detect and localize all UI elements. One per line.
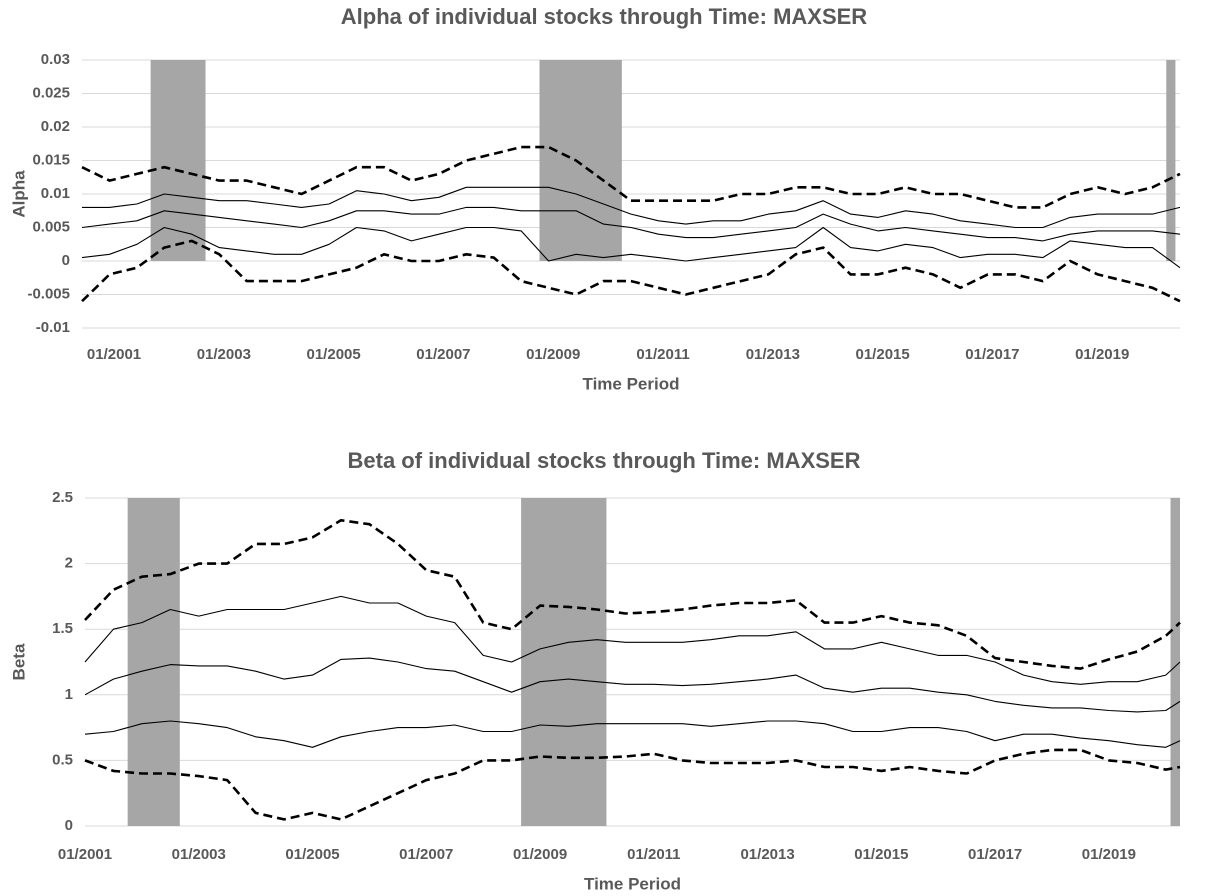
y-tick-label: 2.5: [52, 489, 73, 506]
shaded-period: [539, 60, 622, 261]
shaded-period: [1166, 60, 1176, 261]
solid-line: [84, 595, 1181, 685]
x-tick-label: 01/2009: [526, 346, 580, 363]
chart-title: Alpha of individual stocks through Time:…: [341, 4, 868, 29]
dashed-line: [84, 519, 1181, 670]
x-tick-label: 01/2011: [627, 846, 680, 863]
x-tick-label: 01/2001: [87, 346, 141, 363]
y-axis-label: Beta: [9, 643, 28, 680]
y-tick-label: 0.01: [41, 185, 70, 202]
y-tick-label: 0.03: [41, 51, 70, 68]
x-tick-label: 01/2019: [1082, 846, 1136, 863]
y-tick-label: 0.005: [32, 218, 70, 235]
x-axis-label: Time Period: [584, 874, 681, 893]
y-tick-label: 0.025: [32, 84, 70, 101]
y-tick-label: 0.02: [41, 118, 70, 135]
solid-line: [84, 657, 1181, 713]
y-tick-label: 0: [65, 817, 73, 834]
x-tick-label: 01/2019: [1075, 346, 1129, 363]
x-tick-label: 01/2015: [854, 846, 908, 863]
y-tick-label: -0.01: [36, 319, 70, 336]
chart-title: Beta of individual stocks through Time: …: [348, 448, 861, 473]
x-tick-label: 01/2005: [307, 346, 361, 363]
x-tick-label: 01/2007: [416, 346, 470, 363]
x-tick-label: 01/2001: [58, 846, 112, 863]
y-tick-label: 0.015: [32, 151, 70, 168]
x-tick-label: 01/2009: [513, 846, 567, 863]
x-tick-label: 01/2013: [746, 346, 800, 363]
x-tick-label: 01/2005: [285, 846, 339, 863]
solid-line: [81, 226, 1181, 269]
y-tick-label: -0.005: [27, 285, 70, 302]
x-tick-label: 01/2013: [740, 846, 794, 863]
solid-line: [84, 720, 1181, 748]
y-tick-label: 2: [65, 555, 73, 572]
y-tick-label: 1: [65, 686, 73, 703]
x-tick-label: 01/2003: [172, 846, 226, 863]
solid-line: [81, 206, 1181, 242]
x-tick-label: 01/2017: [968, 846, 1022, 863]
x-tick-label: 01/2007: [399, 846, 453, 863]
y-axis-label: Alpha: [9, 170, 28, 218]
y-tick-label: 1.5: [52, 620, 73, 637]
x-tick-label: 01/2003: [197, 346, 251, 363]
shaded-period: [150, 60, 206, 261]
x-axis-label: Time Period: [583, 374, 680, 393]
solid-line: [82, 186, 1181, 229]
shaded-period: [521, 498, 607, 826]
x-tick-label: 01/2015: [856, 346, 910, 363]
dashed-line: [81, 239, 1181, 303]
shaded-period: [1170, 498, 1180, 826]
dashed-line: [84, 748, 1181, 821]
shaded-period: [127, 498, 180, 826]
dashed-line: [81, 145, 1181, 209]
y-tick-label: 0: [62, 252, 70, 269]
x-tick-label: 01/2017: [965, 346, 1019, 363]
x-tick-label: 01/2011: [636, 346, 689, 363]
y-tick-label: 0.5: [52, 751, 73, 768]
